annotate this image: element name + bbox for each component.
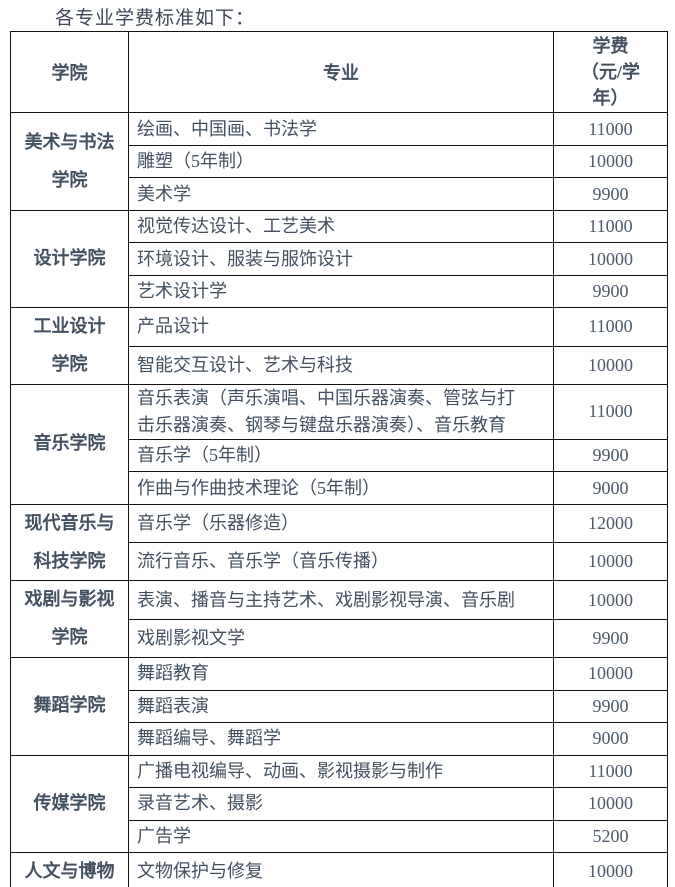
fee-cell: 10000 <box>553 144 668 179</box>
major-cell: 音乐表演（声乐演唱、中国乐器演奏、管弦与打 击乐器演奏、钢琴与键盘乐器演奏）、音… <box>128 383 554 440</box>
fee-column-header: 学费 （元/学 年） <box>553 30 668 114</box>
fee-cell: 10000 <box>553 657 668 691</box>
college-cell: 戏剧与影视 学院 <box>10 580 129 659</box>
table-row: 舞蹈学院 舞蹈教育 10000 <box>10 657 668 756</box>
fee-cell: 10000 <box>553 345 668 385</box>
major-cell: 美术学 <box>128 177 554 211</box>
college-cell: 美术与书法 学院 <box>10 112 129 211</box>
major-cell: 舞蹈编导、舞蹈学 <box>128 722 554 756</box>
page-title: 各专业学费标准如下： <box>55 8 256 29</box>
fee-cell: 9900 <box>553 177 668 211</box>
major-column-header: 专业 <box>128 30 554 114</box>
table-row: 广告学 5200 <box>11 819 668 854</box>
fee-cell: 9000 <box>553 722 668 756</box>
fee-cell: 11000 <box>553 112 668 146</box>
table-row: 设计学院 视觉传达设计、工艺美术 11000 <box>10 209 668 309</box>
college-cell: 人文与博物 馆学院 <box>10 852 129 887</box>
major-cell: 作曲与作曲技术理论（5年制） <box>128 471 554 505</box>
table-row: 录音艺术、摄影 10000 <box>11 787 668 821</box>
fee-cell: 5200 <box>553 819 668 854</box>
table-row: 传媒学院 广播电视编导、动画、影视摄影与制作 11000 <box>10 754 668 854</box>
major-cell: 音乐学（乐器修造） <box>128 503 554 544</box>
table-row: 智能交互设计、艺术与科技 10000 <box>11 345 668 385</box>
major-cell: 流行音乐、音乐学（音乐传播） <box>128 542 554 582</box>
fee-cell: 9900 <box>553 438 668 473</box>
table-row: 舞蹈编导、舞蹈学 9000 <box>11 722 668 756</box>
fee-cell: 12000 <box>553 503 668 544</box>
major-cell: 智能交互设计、艺术与科技 <box>128 345 554 385</box>
table-row: 雕塑（5年制） 10000 <box>11 144 668 179</box>
fee-cell: 9900 <box>553 274 668 309</box>
major-cell: 戏剧影视文学 <box>128 618 554 659</box>
major-cell: 广播电视编导、动画、影视摄影与制作 <box>128 754 554 789</box>
major-cell: 文物保护与修复 <box>128 852 554 887</box>
table-row: 工业设计 学院 产品设计 11000 <box>10 307 668 385</box>
table-row: 戏剧与影视 学院 表演、播音与主持艺术、戏剧影视导演、音乐剧 10000 <box>10 580 668 659</box>
fee-cell: 11000 <box>553 209 668 244</box>
table-row: 艺术设计学 9900 <box>11 274 668 309</box>
table-header-row: 学院 专业 学费 （元/学 年） <box>10 30 668 114</box>
college-cell: 工业设计 学院 <box>10 307 129 385</box>
major-cell: 音乐学（5年制） <box>128 438 554 473</box>
major-cell: 视觉传达设计、工艺美术 <box>128 209 554 244</box>
table-row: 作曲与作曲技术理论（5年制） 9000 <box>11 471 668 505</box>
major-cell: 雕塑（5年制） <box>128 144 554 179</box>
table-row: 戏剧影视文学 9900 <box>11 618 668 659</box>
fee-cell: 9000 <box>553 471 668 505</box>
fee-cell: 10000 <box>553 787 668 821</box>
table-row: 环境设计、服装与服饰设计 10000 <box>11 242 668 276</box>
fee-cell: 9900 <box>553 618 668 659</box>
major-cell: 录音艺术、摄影 <box>128 787 554 821</box>
fee-cell: 10000 <box>553 580 668 620</box>
college-cell: 设计学院 <box>10 209 129 309</box>
fee-cell: 11000 <box>553 754 668 789</box>
table-row: 流行音乐、音乐学（音乐传播） 10000 <box>11 542 668 582</box>
fee-cell: 11000 <box>553 383 668 440</box>
fee-cell: 10000 <box>553 242 668 276</box>
table-row: 人文与博物 馆学院 文物保护与修复 10000 <box>10 852 668 887</box>
major-cell: 产品设计 <box>128 307 554 347</box>
tuition-fee-table: 学院 专业 学费 （元/学 年） 美术与书法 学院 绘画、中国画、书法学 110… <box>10 30 668 887</box>
major-cell: 艺术设计学 <box>128 274 554 309</box>
major-cell: 广告学 <box>128 819 554 854</box>
major-cell: 表演、播音与主持艺术、戏剧影视导演、音乐剧 <box>128 580 554 620</box>
college-cell: 传媒学院 <box>10 754 129 854</box>
table-row: 现代音乐与 科技学院 音乐学（乐器修造） 12000 <box>10 503 668 582</box>
fee-cell: 10000 <box>553 542 668 582</box>
college-column-header: 学院 <box>10 30 129 114</box>
table-row: 音乐学院 音乐表演（声乐演唱、中国乐器演奏、管弦与打 击乐器演奏、钢琴与键盘乐器… <box>10 383 668 505</box>
major-cell: 舞蹈表演 <box>128 689 554 724</box>
college-cell: 现代音乐与 科技学院 <box>10 503 129 582</box>
fee-cell: 11000 <box>553 307 668 347</box>
fee-cell: 10000 <box>553 852 668 887</box>
table-row: 美术与书法 学院 绘画、中国画、书法学 11000 <box>10 112 668 211</box>
major-cell: 舞蹈教育 <box>128 657 554 691</box>
college-cell: 舞蹈学院 <box>10 657 129 756</box>
major-cell: 环境设计、服装与服饰设计 <box>128 242 554 276</box>
college-cell: 音乐学院 <box>10 383 129 505</box>
fee-cell: 9900 <box>553 689 668 724</box>
table-row: 音乐学（5年制） 9900 <box>11 438 668 473</box>
major-cell: 绘画、中国画、书法学 <box>128 112 554 146</box>
